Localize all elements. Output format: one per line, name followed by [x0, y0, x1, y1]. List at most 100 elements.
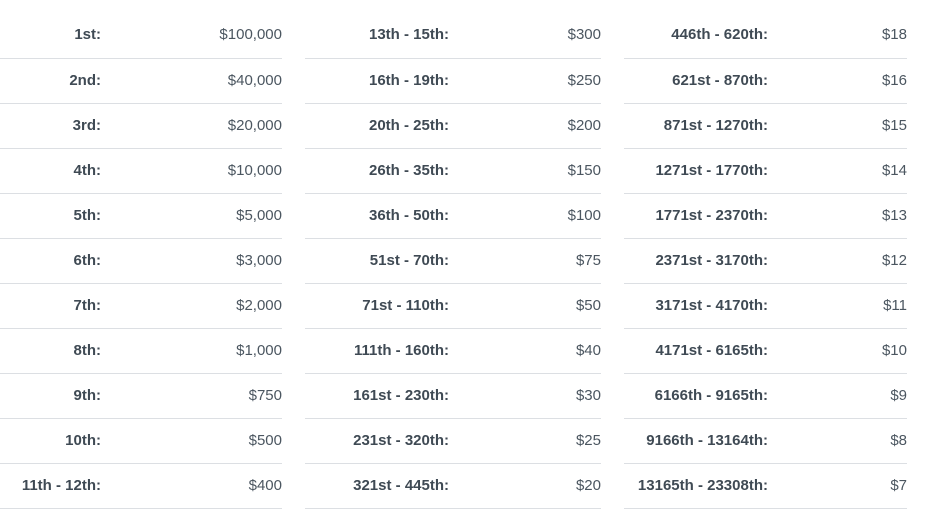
payout-row: 4th: $10,000 [0, 149, 282, 194]
payout-row: 8th: $1,000 [0, 329, 282, 374]
payout-row: 3rd: $20,000 [0, 104, 282, 149]
payout-row: 1271st - 1770th: $14 [624, 149, 907, 194]
payout-row: 446th - 620th: $18 [624, 13, 907, 59]
payout-row: 321st - 445th: $20 [305, 464, 601, 509]
payout-row: 6th: $3,000 [0, 239, 282, 284]
payout-amount: $150 [567, 161, 601, 179]
payout-row: 26th - 35th: $150 [305, 149, 601, 194]
payout-place-label: 20th - 25th: [368, 116, 449, 134]
payout-amount: $16 [881, 71, 907, 89]
payout-place-label: 9th: [73, 386, 102, 404]
payout-row: 51st - 70th: $75 [305, 239, 601, 284]
payout-row: 871st - 1270th: $15 [624, 104, 907, 149]
payout-place-label: 6th: [73, 251, 102, 269]
payout-place-label: 9166th - 13164th: [646, 431, 768, 449]
payout-place-label: 1771st - 2370th: [655, 206, 768, 224]
payout-place-label: 6166th - 9165th: [654, 386, 768, 404]
payout-column-1: 1st: $100,000 2nd: $40,000 3rd: $20,000 4th: $1… [0, 13, 282, 509]
payout-amount: $400 [248, 476, 282, 494]
payout-amount: $10 [881, 341, 907, 359]
payout-amount: $5,000 [236, 206, 282, 224]
payout-amount: $750 [248, 386, 282, 404]
payout-place-label: 13th - 15th: [368, 26, 449, 43]
payout-amount: $15 [881, 116, 907, 134]
payout-row: 16th - 19th: $250 [305, 59, 601, 104]
payout-place-label: 3rd: [72, 116, 101, 134]
payout-column-2: 13th - 15th: $300 16th - 19th: $250 20th - 2… [305, 13, 601, 509]
payout-row: 20th - 25th: $200 [305, 104, 601, 149]
payout-amount: $9 [890, 386, 907, 404]
payout-place-label: 2nd: [69, 71, 101, 89]
payout-amount: $8 [890, 431, 907, 449]
payout-place-label: 71st - 110th: [362, 296, 449, 314]
payout-amount: $40,000 [227, 71, 282, 89]
payout-place-label: 621st - 870th: [672, 71, 768, 89]
payout-row: 231st - 320th: $25 [305, 419, 601, 464]
payout-amount: $13 [881, 206, 907, 224]
payout-place-label: 4171st - 6165th: [655, 341, 768, 359]
payout-amount: $7 [890, 476, 907, 494]
payout-amount: $200 [567, 116, 601, 134]
payout-amount: $12 [881, 251, 907, 269]
payout-row: 6166th - 9165th: $9 [624, 374, 907, 419]
payout-amount: $30 [575, 386, 601, 404]
payout-amount: $40 [575, 341, 601, 359]
payout-amount: $300 [567, 26, 601, 43]
payout-row: 1st: $100,000 [0, 13, 282, 59]
payout-place-label: 2371st - 3170th: [655, 251, 768, 269]
payout-amount: $250 [567, 71, 601, 89]
payout-row: 7th: $2,000 [0, 284, 282, 329]
payout-amount: $10,000 [227, 161, 282, 179]
payout-row: 5th: $5,000 [0, 194, 282, 239]
payout-place-label: 10th: [65, 431, 101, 449]
payout-row: 71st - 110th: $50 [305, 284, 601, 329]
payout-place-label: 36th - 50th: [368, 206, 449, 224]
payout-amount: $2,000 [236, 296, 282, 314]
payout-place-label: 26th - 35th: [368, 161, 449, 179]
payout-row: 2nd: $40,000 [0, 59, 282, 104]
payout-place-label: 1st: [74, 26, 101, 43]
payout-row: 4171st - 6165th: $10 [624, 329, 907, 374]
payout-place-label: 11th - 12th: [21, 476, 101, 494]
payout-row: 161st - 230th: $30 [305, 374, 601, 419]
payout-amount: $75 [575, 251, 601, 269]
payout-amount: $11 [883, 296, 907, 314]
payout-amount: $20,000 [227, 116, 282, 134]
payout-place-label: 321st - 445th: [353, 476, 449, 494]
payout-row: 10th: $500 [0, 419, 282, 464]
payout-place-label: 231st - 320th: [353, 431, 449, 449]
payout-amount: $25 [575, 431, 601, 449]
payout-place-label: 161st - 230th: [353, 386, 449, 404]
payout-place-label: 7th: [73, 296, 102, 314]
payout-row: 3171st - 4170th: $11 [624, 284, 907, 329]
payout-row: 2371st - 3170th: $12 [624, 239, 907, 284]
payout-amount: $14 [881, 161, 907, 179]
payout-row: 11th - 12th: $400 [0, 464, 282, 509]
payout-place-label: 51st - 70th: [369, 251, 449, 269]
payout-amount: $100 [567, 206, 601, 224]
payout-row: 13th - 15th: $300 [305, 13, 601, 59]
payout-amount: $20 [575, 476, 601, 494]
payout-amount: $100,000 [219, 26, 282, 43]
payout-amount: $50 [575, 296, 601, 314]
payout-row: 111th - 160th: $40 [305, 329, 601, 374]
payout-place-label: 111th - 160th: [353, 341, 449, 359]
payout-place-label: 4th: [73, 161, 102, 179]
payout-place-label: 446th - 620th: [671, 26, 768, 43]
payout-place-label: 871st - 1270th: [663, 116, 768, 134]
payout-place-label: 1271st - 1770th: [655, 161, 768, 179]
payout-row: 621st - 870th: $16 [624, 59, 907, 104]
payout-column-3: 446th - 620th: $18 621st - 870th: $16 871st … [624, 13, 907, 509]
payout-place-label: 16th - 19th: [368, 71, 449, 89]
payout-amount: $18 [881, 26, 907, 43]
payout-row: 13165th - 23308th: $7 [624, 464, 907, 509]
payout-place-label: 5th: [73, 206, 102, 224]
payout-row: 1771st - 2370th: $13 [624, 194, 907, 239]
payout-row: 9th: $750 [0, 374, 282, 419]
payout-place-label: 13165th - 23308th: [637, 476, 768, 494]
payout-row: 9166th - 13164th: $8 [624, 419, 907, 464]
payout-place-label: 3171st - 4170th: [655, 296, 768, 314]
payout-amount: $3,000 [236, 251, 282, 269]
payout-amount: $1,000 [236, 341, 282, 359]
